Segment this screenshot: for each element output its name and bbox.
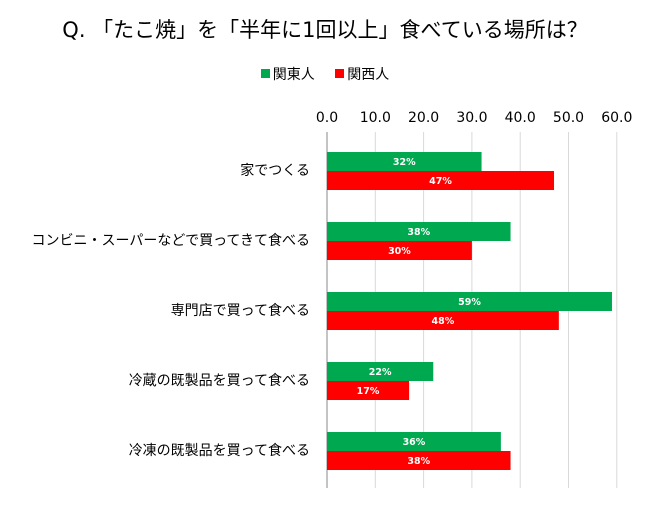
category-label: 専門店で買って食べる: [171, 302, 310, 319]
data-label: 38%: [407, 456, 430, 467]
x-tick-label: 0.0: [316, 110, 338, 126]
data-label: 32%: [393, 157, 416, 168]
data-label: 36%: [403, 437, 426, 448]
legend-swatch-kanto: [260, 69, 270, 78]
x-tick-label: 20.0: [408, 110, 439, 126]
data-label: 30%: [388, 246, 411, 257]
bar-kansai: [327, 171, 555, 190]
category-label: コンビニ・スーパーなどで買ってきて食べる: [32, 232, 310, 249]
legend-label-kansai: 関西人: [347, 67, 390, 83]
data-label: 47%: [429, 176, 452, 187]
x-tick-label: 30.0: [456, 110, 487, 126]
data-label: 48%: [432, 316, 455, 327]
bar-kanto: [327, 222, 511, 241]
data-label: 22%: [369, 367, 392, 378]
data-label: 38%: [407, 227, 430, 238]
bar-kansai: [327, 241, 472, 260]
legend-swatch-kansai: [335, 69, 345, 78]
data-label: 59%: [458, 297, 481, 308]
category-label: 冷蔵の既製品を買って食べる: [129, 372, 310, 389]
x-tick-label: 10.0: [360, 110, 391, 126]
legend-label-kanto: 関東人: [272, 67, 315, 83]
legend: 関東人 関西人: [0, 64, 650, 84]
bar-kanto: [327, 362, 434, 381]
bar-kansai: [327, 311, 559, 330]
bar-kansai: [327, 451, 511, 470]
chart-title: Q. 「たこ焼」を「半年に1回以上」食べている場所は？: [62, 18, 588, 42]
x-tick-label: 60.0: [601, 110, 632, 126]
category-label: 冷凍の既製品を買って食べる: [129, 442, 310, 459]
bar-kanto: [327, 432, 501, 451]
bar-kanto: [327, 152, 482, 171]
x-tick-label: 50.0: [553, 110, 584, 126]
data-label: 17%: [357, 386, 380, 397]
category-label: 家でつくる: [240, 162, 310, 179]
legend-item-kansai: 関西人: [335, 64, 389, 84]
bar-kanto: [327, 292, 612, 311]
legend-item-kanto: 関東人: [260, 64, 315, 84]
x-tick-label: 40.0: [505, 110, 536, 126]
bar-kansai: [327, 381, 410, 400]
